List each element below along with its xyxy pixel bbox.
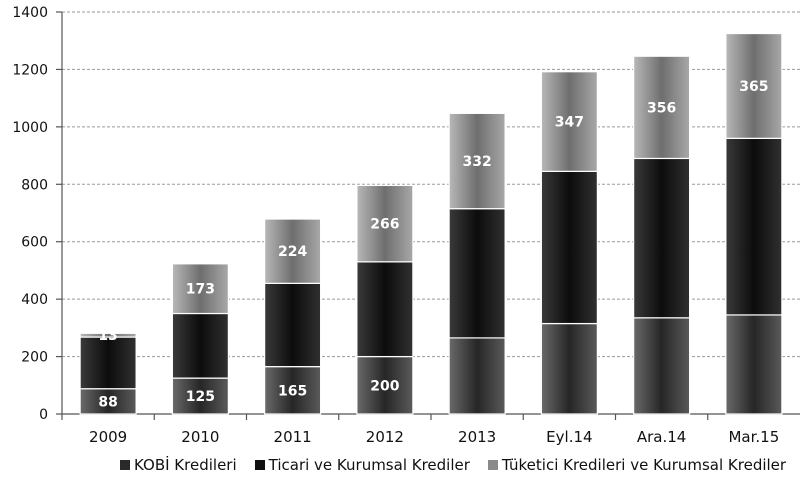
legend-label-kobi: KOBİ Kredileri (134, 456, 237, 474)
bar-segment-0-4 (448, 337, 506, 415)
y-tick-label: 0 (39, 407, 48, 423)
y-tick-label: 400 (21, 292, 48, 308)
x-category-label: 2009 (89, 428, 127, 446)
bar-segment-2-6 (633, 55, 691, 160)
bar-segment-0-7 (725, 314, 783, 415)
bar-segment-1-0 (79, 336, 137, 390)
data-label: 165 (278, 383, 307, 399)
legend-item-ticari: Ticari ve Kurumsal Krediler (254, 456, 470, 474)
bar-segment-1-4 (448, 208, 506, 339)
bar-segment-0-3 (356, 355, 414, 415)
y-tick-label: 1200 (12, 62, 48, 78)
bar-segment-2-4 (448, 112, 506, 210)
y-tick-label: 800 (21, 177, 48, 193)
bar-segment-1-6 (633, 157, 691, 319)
x-category-label: 2013 (458, 428, 496, 446)
bar-segment-0-6 (633, 317, 691, 415)
x-axis-categories: 2009 2010 2011 2012 2013 Eyl.14 Ara.14 Mar.15 (61, 414, 779, 446)
x-category-label: 2011 (274, 428, 312, 446)
bar-segment-1-5 (540, 170, 598, 325)
data-label: 200 (370, 378, 399, 394)
data-label: 266 (370, 217, 399, 233)
x-category-label: Ara.14 (637, 428, 686, 446)
legend-swatch-ticari (254, 460, 265, 470)
x-category-label: Mar.15 (728, 428, 779, 446)
legend-swatch-kobi (120, 460, 130, 470)
data-label: 88 (98, 394, 117, 410)
bar-segment-1-2 (264, 282, 322, 368)
x-category-label: 2012 (366, 428, 404, 446)
legend: KOBİ Kredileri Ticari ve Kurumsal Kredil… (120, 456, 786, 474)
x-category-label: Eyl.14 (546, 428, 592, 446)
data-label: 332 (463, 154, 492, 170)
data-label: 173 (186, 282, 215, 298)
bar-segment-2-0 (79, 332, 137, 338)
y-tick-label: 1400 (12, 5, 48, 21)
bar-segment-2-3 (356, 184, 414, 263)
y-tick-label: 600 (21, 235, 48, 251)
data-label: 365 (739, 79, 768, 95)
bar-segment-2-7 (725, 32, 783, 139)
bars: 88 13 125 173 165 224 200 266 332 347 356 365 (79, 32, 783, 415)
legend-item-kobi: KOBİ Kredileri (120, 456, 237, 474)
legend-item-tuketici: Tüketici Kredileri ve Kurumsal Krediler (487, 456, 787, 474)
legend-label-ticari: Ticari ve Kurumsal Krediler (268, 456, 470, 474)
bar-segment-2-2 (264, 218, 322, 284)
data-label: 356 (647, 100, 676, 116)
data-label: 224 (278, 244, 307, 260)
x-category-label: 2010 (181, 428, 219, 446)
bar-segment-0-5 (540, 322, 598, 415)
y-tick-label: 1000 (12, 120, 48, 136)
bar-segment-1-7 (725, 137, 783, 316)
data-label: 125 (186, 389, 215, 405)
stacked-bar-chart: 0 200 400 600 800 1000 1200 1400 88 13 125 173 165 2… (12, 5, 800, 446)
bar-segment-1-1 (171, 312, 229, 379)
legend-swatch-tuketici (487, 460, 498, 470)
data-label: 347 (555, 115, 584, 131)
y-tick-label: 200 (21, 350, 48, 366)
data-label: 13 (98, 328, 117, 344)
bar-segment-2-5 (540, 71, 598, 172)
bar-segment-1-3 (356, 261, 414, 358)
legend-label-tuketici: Tüketici Kredileri ve Kurumsal Krediler (501, 456, 787, 474)
bar-segment-2-1 (171, 263, 229, 315)
